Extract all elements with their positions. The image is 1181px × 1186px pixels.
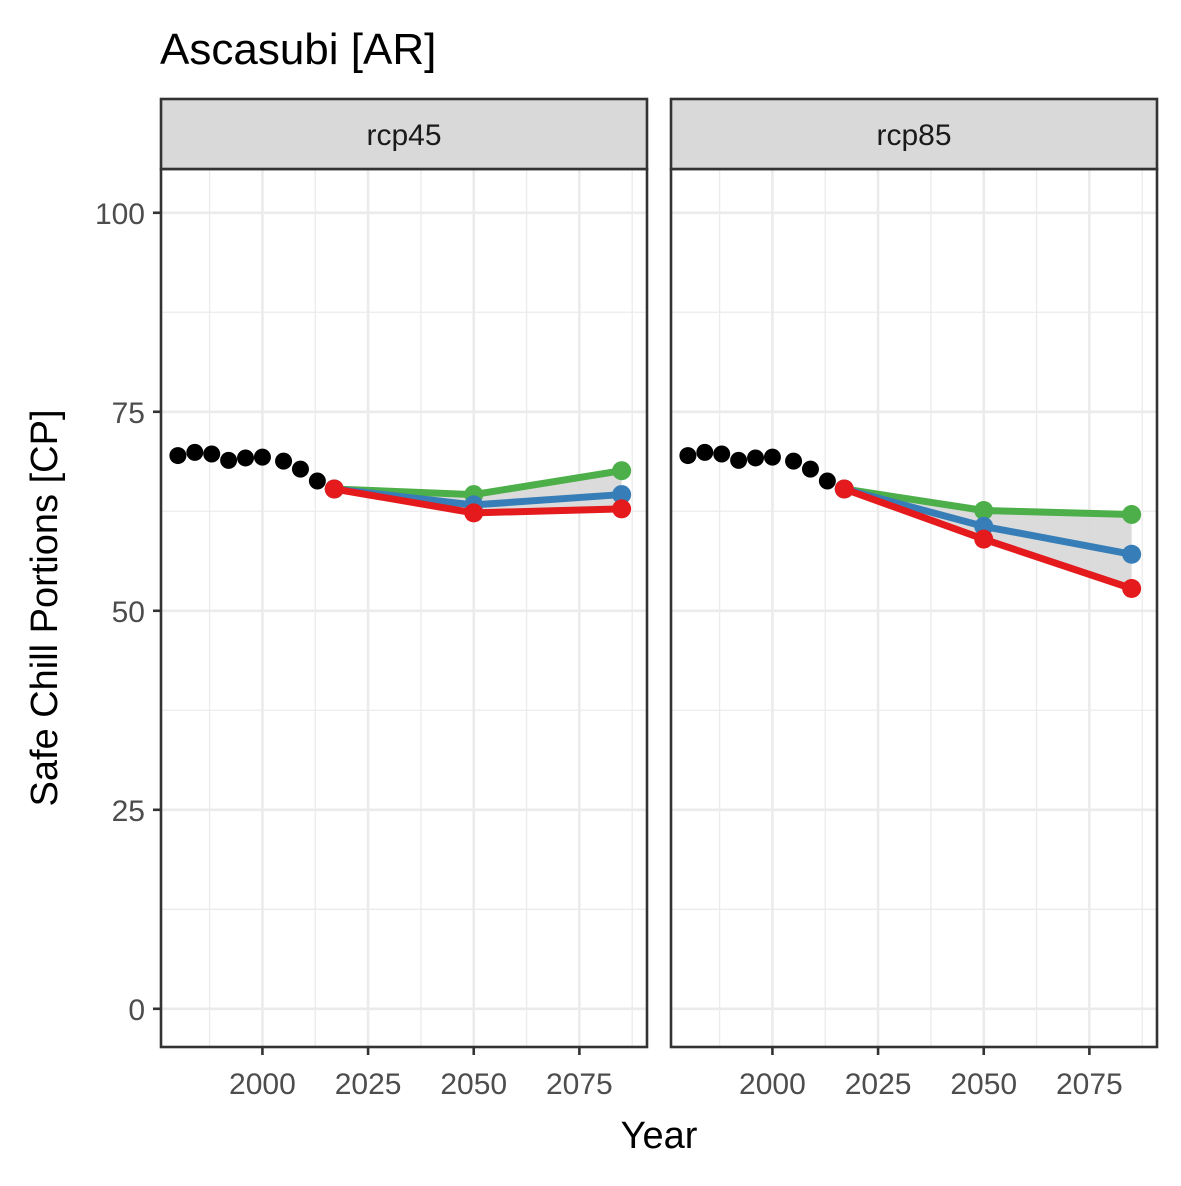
facet-strip	[669, 97, 1159, 171]
historical-point	[308, 472, 326, 490]
x-tick-label: 2050	[950, 1068, 1017, 1101]
historical-point	[275, 452, 293, 470]
historical-point	[237, 449, 255, 467]
y-axis: 0 25 50 75 100	[95, 198, 161, 1027]
x-tick-label: 2025	[335, 1068, 402, 1101]
upper-scenario-point	[1122, 504, 1142, 524]
x-tick-label: 2000	[739, 1068, 806, 1101]
historical-point	[679, 447, 697, 465]
lower-scenario-point	[464, 503, 484, 523]
lower-scenario-point	[612, 499, 632, 519]
median-scenario-point	[1122, 544, 1142, 564]
historical-point	[763, 448, 781, 466]
historical-point	[818, 472, 836, 490]
y-axis-title: Safe Chill Portions [CP]	[24, 409, 66, 806]
historical-point	[253, 448, 271, 466]
historical-point	[713, 445, 731, 463]
upper-scenario-point	[612, 461, 632, 481]
x-axis-title: Year	[621, 1115, 698, 1157]
x-tick-label: 2000	[229, 1068, 296, 1101]
facet-strip-label: rcp45	[366, 119, 441, 152]
facet-panel-rcp45: rcp45 2000 2025 2050 2075	[159, 97, 649, 1101]
chart-title: Ascasubi [AR]	[160, 25, 436, 74]
y-tick-label: 0	[128, 994, 145, 1027]
y-tick-label: 50	[112, 596, 145, 629]
historical-point	[203, 445, 221, 463]
lower-scenario-point	[324, 479, 344, 499]
y-tick-label: 100	[95, 198, 145, 231]
historical-point	[696, 443, 714, 461]
facet-panel-rcp85: rcp85 2000 2025 2050 2075	[669, 97, 1159, 1101]
lower-scenario-point	[1122, 578, 1142, 598]
x-tick-label: 2050	[440, 1068, 507, 1101]
plot-background	[161, 169, 647, 1047]
facet-strip	[159, 97, 649, 171]
lower-scenario-point	[974, 529, 994, 549]
historical-point	[186, 443, 204, 461]
historical-point	[785, 452, 803, 470]
lower-scenario-point	[834, 479, 854, 499]
y-tick-label: 25	[112, 795, 145, 828]
x-tick-label: 2025	[845, 1068, 912, 1101]
facet-panels: rcp45 2000 2025 2050 2075 rcp85 2000 2025 2050 20…	[159, 97, 1159, 1101]
historical-point	[169, 447, 187, 465]
historical-point	[801, 460, 819, 478]
historical-point	[220, 451, 238, 469]
median-scenario-point	[612, 485, 632, 505]
x-tick-label: 2075	[546, 1068, 613, 1101]
historical-point	[291, 460, 309, 478]
historical-point	[747, 449, 765, 467]
facet-strip-label: rcp85	[876, 119, 951, 152]
x-tick-label: 2075	[1056, 1068, 1123, 1101]
historical-point	[730, 451, 748, 469]
y-tick-label: 75	[112, 397, 145, 430]
upper-scenario-point	[974, 500, 994, 520]
plot-background	[671, 169, 1157, 1047]
